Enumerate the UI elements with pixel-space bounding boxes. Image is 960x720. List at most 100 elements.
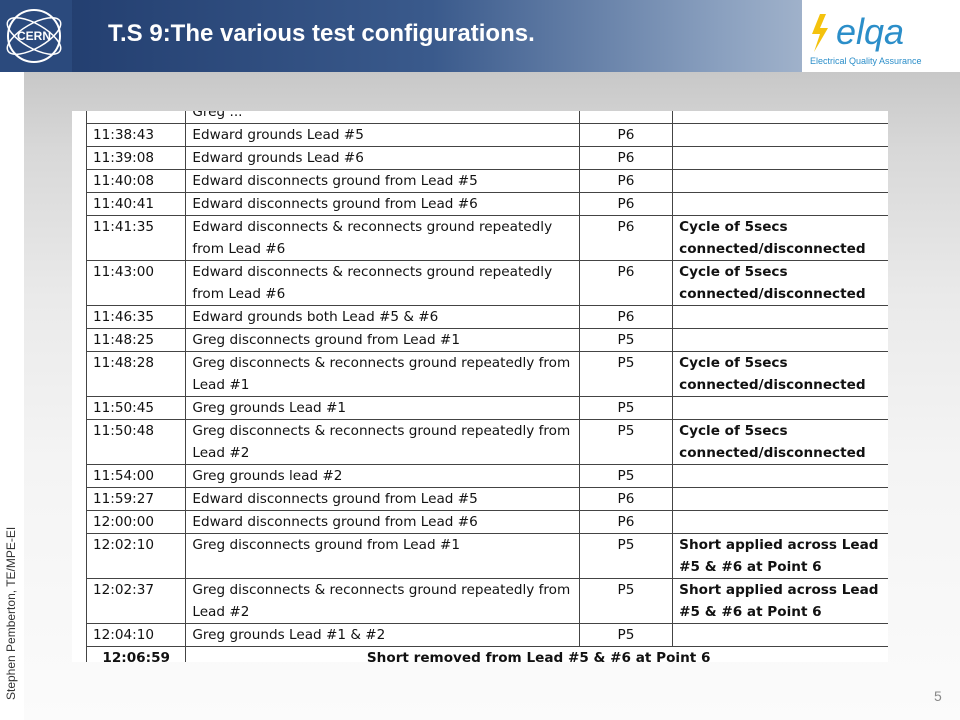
point-cell: P5 bbox=[578, 464, 674, 488]
slide-title: T.S 9:The various test configurations. bbox=[108, 20, 535, 47]
elqa-logo-box: elqa Electrical Quality Assurance bbox=[802, 0, 960, 72]
point-cell: P6 bbox=[578, 169, 674, 193]
note-cell bbox=[672, 328, 888, 352]
time-cell: 11:48:25 bbox=[85, 328, 187, 352]
time-cell: 11:43:00 bbox=[85, 260, 187, 306]
table-row: 12:04:10 Greg grounds Lead #1 & #2 P5 bbox=[85, 623, 888, 647]
time-cell: 12:00:00 bbox=[85, 510, 187, 534]
note-cell bbox=[672, 464, 888, 488]
point-cell: P5 bbox=[578, 351, 674, 397]
elqa-logo: elqa Electrical Quality Assurance bbox=[810, 11, 922, 66]
time-cell: 11:40:41 bbox=[85, 192, 187, 216]
point-cell: P6 bbox=[578, 260, 674, 306]
time-cell: 11:39:08 bbox=[85, 146, 187, 170]
table-row: 11:50:45 Greg grounds Lead #1 P5 bbox=[85, 396, 888, 420]
table-row: 11:40:08 Edward disconnects ground from L… bbox=[85, 169, 888, 193]
table-row: Greg ... bbox=[85, 111, 888, 124]
action-cell: Greg disconnects & reconnects ground rep… bbox=[185, 578, 580, 624]
action-cell: Greg disconnects & reconnects ground rep… bbox=[185, 351, 580, 397]
table-row: 11:50:48 Greg disconnects & reconnects gr… bbox=[85, 419, 888, 465]
time-cell bbox=[85, 111, 187, 124]
action-cell: Greg ... bbox=[185, 111, 580, 124]
final-row-time: 12:06:59 bbox=[85, 646, 187, 662]
point-cell: P5 bbox=[578, 578, 674, 624]
point-cell: P5 bbox=[578, 533, 674, 579]
final-row-text: Short removed from Lead #5 & #6 at Point… bbox=[185, 646, 888, 662]
time-cell: 11:46:35 bbox=[85, 305, 187, 329]
table-row: 11:43:00 Edward disconnects & reconnects … bbox=[85, 260, 888, 306]
test-log-table-body: Greg ... 11:38:43 Edward grounds Lead #5 P6… bbox=[85, 111, 888, 662]
point-cell bbox=[578, 111, 674, 124]
note-cell bbox=[672, 169, 888, 193]
action-cell: Edward disconnects & reconnects ground r… bbox=[185, 215, 580, 261]
table-row: 11:46:35 Edward grounds both Lead #5 & #6… bbox=[85, 305, 888, 329]
table-final-row: 12:06:59 Short removed from Lead #5 & #6… bbox=[85, 646, 888, 662]
page-number: 5 bbox=[934, 688, 942, 704]
action-cell: Edward disconnects ground from Lead #6 bbox=[185, 510, 580, 534]
note-cell: Cycle of 5secs connected/disconnected bbox=[672, 260, 888, 306]
slide-header: CERN T.S 9:The various test configuratio… bbox=[0, 0, 960, 72]
point-cell: P6 bbox=[578, 487, 674, 511]
point-cell: P6 bbox=[578, 305, 674, 329]
note-cell bbox=[672, 111, 888, 124]
action-cell: Edward disconnects ground from Lead #6 bbox=[185, 192, 580, 216]
time-cell: 12:02:10 bbox=[85, 533, 187, 579]
cern-logo-text: CERN bbox=[17, 29, 51, 43]
time-cell: 11:41:35 bbox=[85, 215, 187, 261]
time-cell: 12:04:10 bbox=[85, 623, 187, 647]
time-cell: 11:54:00 bbox=[85, 464, 187, 488]
note-cell bbox=[672, 487, 888, 511]
cern-logo: CERN bbox=[0, 0, 72, 72]
action-cell: Edward disconnects ground from Lead #5 bbox=[185, 169, 580, 193]
note-cell: Cycle of 5secs connected/disconnected bbox=[672, 419, 888, 465]
time-cell: 11:50:48 bbox=[85, 419, 187, 465]
note-cell: Cycle of 5secs connected/disconnected bbox=[672, 351, 888, 397]
time-cell: 12:02:37 bbox=[85, 578, 187, 624]
action-cell: Edward disconnects ground from Lead #5 bbox=[185, 487, 580, 511]
point-cell: P6 bbox=[578, 123, 674, 147]
note-cell bbox=[672, 305, 888, 329]
time-cell: 11:48:28 bbox=[85, 351, 187, 397]
action-cell: Edward grounds Lead #5 bbox=[185, 123, 580, 147]
action-cell: Greg grounds Lead #1 & #2 bbox=[185, 623, 580, 647]
note-cell bbox=[672, 146, 888, 170]
point-cell: P6 bbox=[578, 510, 674, 534]
table-row: 11:54:00 Greg grounds lead #2 P5 bbox=[85, 464, 888, 488]
left-margin-strip bbox=[0, 72, 24, 720]
table-row: 11:38:43 Edward grounds Lead #5 P6 bbox=[85, 123, 888, 147]
table-row: 11:48:28 Greg disconnects & reconnects gr… bbox=[85, 351, 888, 397]
note-cell: Short applied across Lead #5 & #6 at Poi… bbox=[672, 578, 888, 624]
table-row: 11:48:25 Greg disconnects ground from Lea… bbox=[85, 328, 888, 352]
time-cell: 11:40:08 bbox=[85, 169, 187, 193]
action-cell: Greg disconnects & reconnects ground rep… bbox=[185, 419, 580, 465]
time-cell: 11:38:43 bbox=[85, 123, 187, 147]
point-cell: P5 bbox=[578, 623, 674, 647]
note-cell: Cycle of 5secs connected/disconnected bbox=[672, 215, 888, 261]
table-row: 11:40:41 Edward disconnects ground from L… bbox=[85, 192, 888, 216]
point-cell: P5 bbox=[578, 396, 674, 420]
author-label: Stephen Pemberton, TE/MPE-EI bbox=[4, 526, 18, 700]
note-cell: Short applied across Lead #5 & #6 at Poi… bbox=[672, 533, 888, 579]
table-row: 11:59:27 Edward disconnects ground from L… bbox=[85, 487, 888, 511]
point-cell: P5 bbox=[578, 419, 674, 465]
table-row: 12:02:37 Greg disconnects & reconnects gr… bbox=[85, 578, 888, 624]
note-cell bbox=[672, 396, 888, 420]
action-cell: Edward grounds both Lead #5 & #6 bbox=[185, 305, 580, 329]
note-cell bbox=[672, 623, 888, 647]
action-cell: Greg grounds Lead #1 bbox=[185, 396, 580, 420]
action-cell: Greg disconnects ground from Lead #1 bbox=[185, 328, 580, 352]
elqa-logo-subtitle: Electrical Quality Assurance bbox=[810, 56, 922, 66]
table-row: 12:02:10 Greg disconnects ground from Lea… bbox=[85, 533, 888, 579]
test-log-table: Greg ... 11:38:43 Edward grounds Lead #5 P6… bbox=[85, 111, 888, 662]
point-cell: P6 bbox=[578, 192, 674, 216]
time-cell: 11:59:27 bbox=[85, 487, 187, 511]
action-cell: Greg disconnects ground from Lead #1 bbox=[185, 533, 580, 579]
point-cell: P6 bbox=[578, 146, 674, 170]
time-cell: 11:50:45 bbox=[85, 396, 187, 420]
note-cell bbox=[672, 510, 888, 534]
action-cell: Edward disconnects & reconnects ground r… bbox=[185, 260, 580, 306]
action-cell: Greg grounds lead #2 bbox=[185, 464, 580, 488]
note-cell bbox=[672, 192, 888, 216]
test-log-table-image: Greg ... 11:38:43 Edward grounds Lead #5 P6… bbox=[72, 111, 888, 662]
table-row: 11:41:35 Edward disconnects & reconnects … bbox=[85, 215, 888, 261]
